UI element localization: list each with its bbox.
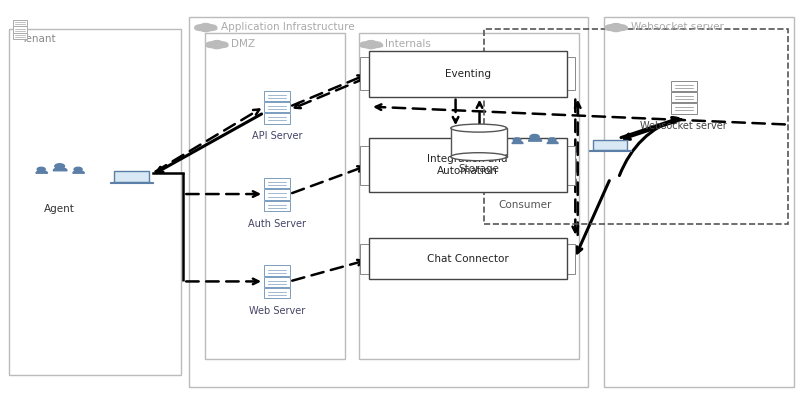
Text: Web Server: Web Server bbox=[248, 306, 305, 316]
Circle shape bbox=[54, 164, 65, 168]
Circle shape bbox=[610, 26, 622, 32]
Bar bbox=[189, 17, 588, 387]
Bar bbox=[359, 33, 578, 359]
FancyBboxPatch shape bbox=[264, 266, 289, 276]
Bar bbox=[205, 33, 344, 359]
FancyBboxPatch shape bbox=[264, 277, 289, 287]
Circle shape bbox=[371, 42, 382, 48]
Bar bbox=[368, 138, 566, 192]
Bar bbox=[451, 128, 507, 157]
Bar bbox=[360, 44, 381, 46]
Ellipse shape bbox=[451, 153, 507, 161]
Text: Websocket server: Websocket server bbox=[641, 121, 727, 131]
FancyBboxPatch shape bbox=[264, 288, 289, 298]
Bar bbox=[606, 27, 626, 29]
Bar bbox=[360, 244, 368, 274]
Circle shape bbox=[205, 25, 217, 30]
FancyBboxPatch shape bbox=[13, 20, 27, 26]
Circle shape bbox=[74, 167, 83, 171]
FancyBboxPatch shape bbox=[264, 113, 289, 124]
Circle shape bbox=[549, 138, 556, 142]
Circle shape bbox=[365, 40, 376, 46]
FancyBboxPatch shape bbox=[264, 200, 289, 211]
Text: Agent: Agent bbox=[44, 204, 75, 214]
FancyBboxPatch shape bbox=[671, 81, 697, 91]
Text: Tenant: Tenant bbox=[22, 34, 56, 44]
Circle shape bbox=[200, 26, 211, 32]
Text: Auth Server: Auth Server bbox=[248, 219, 306, 229]
Circle shape bbox=[605, 25, 617, 30]
Bar bbox=[360, 58, 368, 90]
Bar bbox=[566, 146, 575, 184]
Bar bbox=[485, 29, 787, 224]
Ellipse shape bbox=[451, 124, 507, 132]
Text: Integration and
Automation: Integration and Automation bbox=[427, 154, 508, 176]
FancyBboxPatch shape bbox=[264, 91, 289, 101]
Bar bbox=[195, 27, 216, 29]
FancyBboxPatch shape bbox=[671, 103, 697, 114]
Circle shape bbox=[37, 167, 45, 171]
Circle shape bbox=[216, 42, 227, 48]
Text: Chat Connector: Chat Connector bbox=[427, 254, 509, 264]
Bar bbox=[360, 146, 368, 184]
Bar bbox=[10, 29, 181, 375]
Circle shape bbox=[610, 24, 622, 29]
Text: Websocket server: Websocket server bbox=[631, 22, 724, 32]
FancyBboxPatch shape bbox=[264, 189, 289, 200]
Bar bbox=[110, 182, 153, 183]
Circle shape bbox=[195, 25, 206, 30]
Text: DMZ: DMZ bbox=[231, 39, 256, 49]
Bar bbox=[207, 44, 227, 46]
Circle shape bbox=[616, 25, 627, 30]
Text: Consumer: Consumer bbox=[498, 200, 551, 210]
Circle shape bbox=[513, 138, 521, 142]
Circle shape bbox=[211, 40, 223, 46]
FancyBboxPatch shape bbox=[13, 26, 27, 32]
Bar bbox=[368, 51, 566, 97]
Bar bbox=[566, 244, 575, 274]
Bar bbox=[604, 17, 794, 387]
Circle shape bbox=[365, 43, 376, 49]
Circle shape bbox=[211, 43, 223, 49]
FancyBboxPatch shape bbox=[594, 140, 627, 150]
FancyBboxPatch shape bbox=[264, 178, 289, 188]
Text: Eventing: Eventing bbox=[445, 69, 490, 79]
Bar bbox=[590, 150, 631, 151]
Circle shape bbox=[206, 42, 217, 48]
Text: Application Infrastructure: Application Infrastructure bbox=[221, 22, 355, 32]
FancyBboxPatch shape bbox=[671, 92, 697, 102]
FancyBboxPatch shape bbox=[13, 33, 27, 39]
Circle shape bbox=[530, 134, 539, 139]
Circle shape bbox=[360, 42, 372, 48]
Bar bbox=[566, 58, 575, 90]
Circle shape bbox=[200, 24, 211, 29]
FancyBboxPatch shape bbox=[114, 171, 149, 182]
Text: API Server: API Server bbox=[252, 131, 302, 141]
Bar bbox=[368, 238, 566, 280]
FancyBboxPatch shape bbox=[264, 102, 289, 112]
Text: Storage: Storage bbox=[458, 164, 499, 174]
Text: Internals: Internals bbox=[385, 39, 431, 49]
